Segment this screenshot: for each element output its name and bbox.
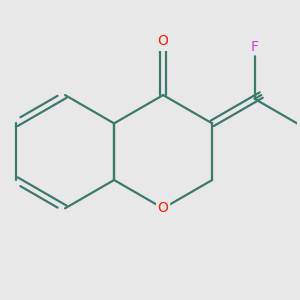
Text: F: F	[250, 40, 259, 54]
Text: O: O	[158, 201, 169, 215]
Text: O: O	[158, 34, 169, 48]
